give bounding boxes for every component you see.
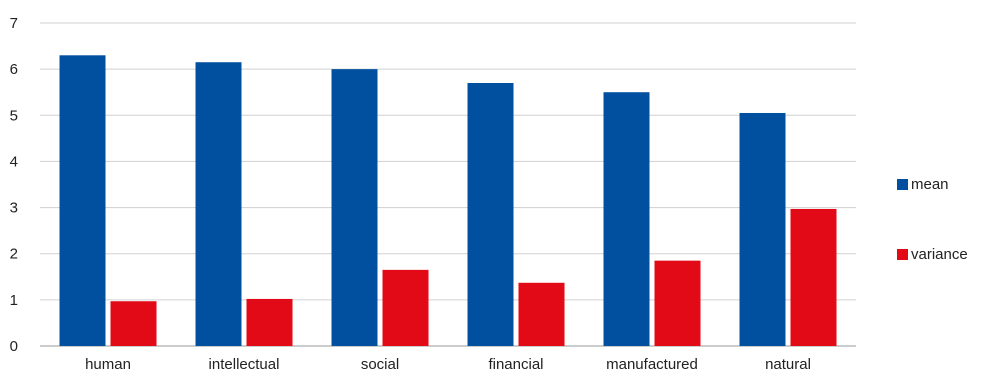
bar-mean-manufactured	[603, 92, 650, 346]
bar-variance-social	[382, 269, 429, 346]
x-tick-label: social	[361, 356, 399, 373]
bar-mean-natural	[739, 112, 786, 346]
bar-variance-financial	[518, 282, 565, 346]
bar-mean-human	[59, 55, 106, 347]
y-tick-label: 0	[10, 338, 18, 355]
legend-label-variance: variance	[911, 246, 968, 263]
y-tick-label: 2	[10, 246, 18, 263]
x-axis: human intellectual social financial manufact…	[85, 356, 811, 373]
bar-mean-intellectual	[195, 62, 242, 346]
x-tick-label: manufactured	[606, 356, 698, 373]
bar-variance-natural	[790, 208, 837, 346]
legend-swatch-variance	[897, 249, 908, 260]
bar-mean-social	[331, 69, 378, 347]
y-tick-label: 3	[10, 200, 18, 217]
y-tick-label: 5	[10, 107, 18, 124]
x-tick-label: intellectual	[209, 356, 280, 373]
gridlines	[40, 22, 856, 347]
bar-mean-financial	[467, 82, 514, 346]
bar-variance-manufactured	[654, 260, 701, 346]
legend-swatch-mean	[897, 179, 908, 190]
y-axis: 0 1 2 3 4 5 6 7	[10, 15, 18, 355]
bars	[59, 55, 837, 347]
y-tick-label: 4	[10, 153, 18, 170]
x-tick-label: natural	[765, 356, 811, 373]
bar-variance-intellectual	[246, 298, 293, 346]
x-tick-label: financial	[488, 356, 543, 373]
x-tick-label: human	[85, 356, 131, 373]
legend: mean variance	[897, 176, 968, 263]
y-tick-label: 6	[10, 61, 18, 78]
bar-variance-human	[110, 301, 157, 346]
legend-label-mean: mean	[911, 176, 949, 193]
y-tick-label: 7	[10, 15, 18, 32]
y-tick-label: 1	[10, 292, 18, 309]
